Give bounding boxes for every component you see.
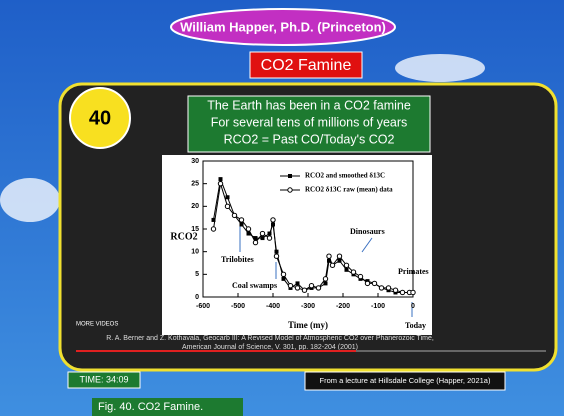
annotation: Trilobites: [221, 255, 254, 264]
x-tick-label: -300: [301, 303, 315, 310]
point: [386, 286, 390, 290]
note-line: For several tens of millions of years: [211, 115, 408, 129]
cloud: [395, 54, 485, 82]
point: [246, 227, 250, 231]
source: From a lecture at Hillsdale College (Hap…: [320, 376, 491, 385]
legend-label: RCO2 and smoothed δ13C: [305, 172, 385, 180]
point: [296, 281, 300, 285]
legend-marker: [288, 188, 292, 192]
slide: William Happer, Ph.D. (Princeton) CO2 Fa…: [0, 0, 564, 416]
cloud: [0, 178, 60, 222]
speaker: William Happer, Ph.D. (Princeton): [180, 19, 386, 34]
point: [327, 254, 331, 258]
point: [281, 272, 285, 276]
y-tick-label: 5: [195, 271, 199, 278]
x-label: Time (my): [288, 320, 328, 330]
more-videos[interactable]: MORE VIDEOS: [76, 322, 118, 328]
point: [261, 236, 265, 240]
y-tick-label: 20: [191, 203, 199, 210]
citation: R. A. Berner and Z. Kothavala, Geocarb I…: [100, 334, 440, 352]
time: TIME: 34:09: [79, 374, 128, 384]
y-label: RCO2: [170, 231, 197, 242]
point: [302, 288, 306, 292]
page: William Happer, Ph.D. (Princeton) CO2 Fa…: [0, 0, 564, 416]
point: [337, 254, 341, 258]
point: [324, 281, 328, 285]
legend-label: RCO2 δ13C raw (mean) data: [305, 186, 393, 194]
y-tick-label: 0: [195, 294, 199, 301]
progress[interactable]: [76, 350, 356, 352]
point: [219, 177, 223, 181]
citation-box: R. A. Berner and Z. Kothavala, Geocarb I…: [100, 334, 440, 358]
annotation: Coal swamps: [232, 281, 277, 290]
point: [344, 263, 348, 267]
point: [271, 218, 275, 222]
x-tick-label: -500: [231, 303, 245, 310]
title: CO2 Famine: [261, 57, 352, 74]
point: [323, 277, 327, 281]
point: [365, 281, 369, 285]
caption: Fig. 40. CO2 Famine.: [98, 401, 203, 413]
point: [379, 286, 383, 290]
y-tick-label: 15: [191, 226, 199, 233]
legend-marker: [288, 174, 292, 178]
annotation: Today: [405, 321, 426, 330]
point: [239, 218, 243, 222]
point: [240, 222, 244, 226]
x-tick-label: -600: [196, 303, 210, 310]
y-tick-label: 25: [191, 181, 199, 188]
point: [218, 181, 222, 185]
x-tick-label: -200: [336, 303, 350, 310]
x-tick-label: -400: [266, 303, 280, 310]
point: [358, 274, 362, 278]
point: [400, 290, 404, 294]
note-line: The Earth has been in a CO2 famine: [207, 98, 411, 112]
point: [330, 263, 334, 267]
point: [295, 286, 299, 290]
point: [253, 240, 257, 244]
point: [211, 227, 215, 231]
x-tick-label: -100: [371, 303, 385, 310]
slide-number: 40: [89, 107, 111, 129]
y-tick-label: 10: [191, 249, 199, 256]
point: [309, 283, 313, 287]
point: [338, 259, 342, 263]
point: [232, 213, 236, 217]
x-tick-label: 0: [411, 303, 415, 310]
point: [372, 281, 376, 285]
point: [316, 286, 320, 290]
point: [351, 270, 355, 274]
point: [288, 283, 292, 287]
point: [411, 290, 415, 294]
point: [260, 231, 264, 235]
y-tick-label: 30: [191, 158, 199, 165]
annotation: Dinosaurs: [350, 227, 385, 236]
point: [267, 236, 271, 240]
point: [226, 195, 230, 199]
point: [393, 288, 397, 292]
point: [345, 268, 349, 272]
point: [225, 204, 229, 208]
note-line: RCO2 = Past CO/Today's CO2: [224, 132, 395, 146]
point: [274, 254, 278, 258]
